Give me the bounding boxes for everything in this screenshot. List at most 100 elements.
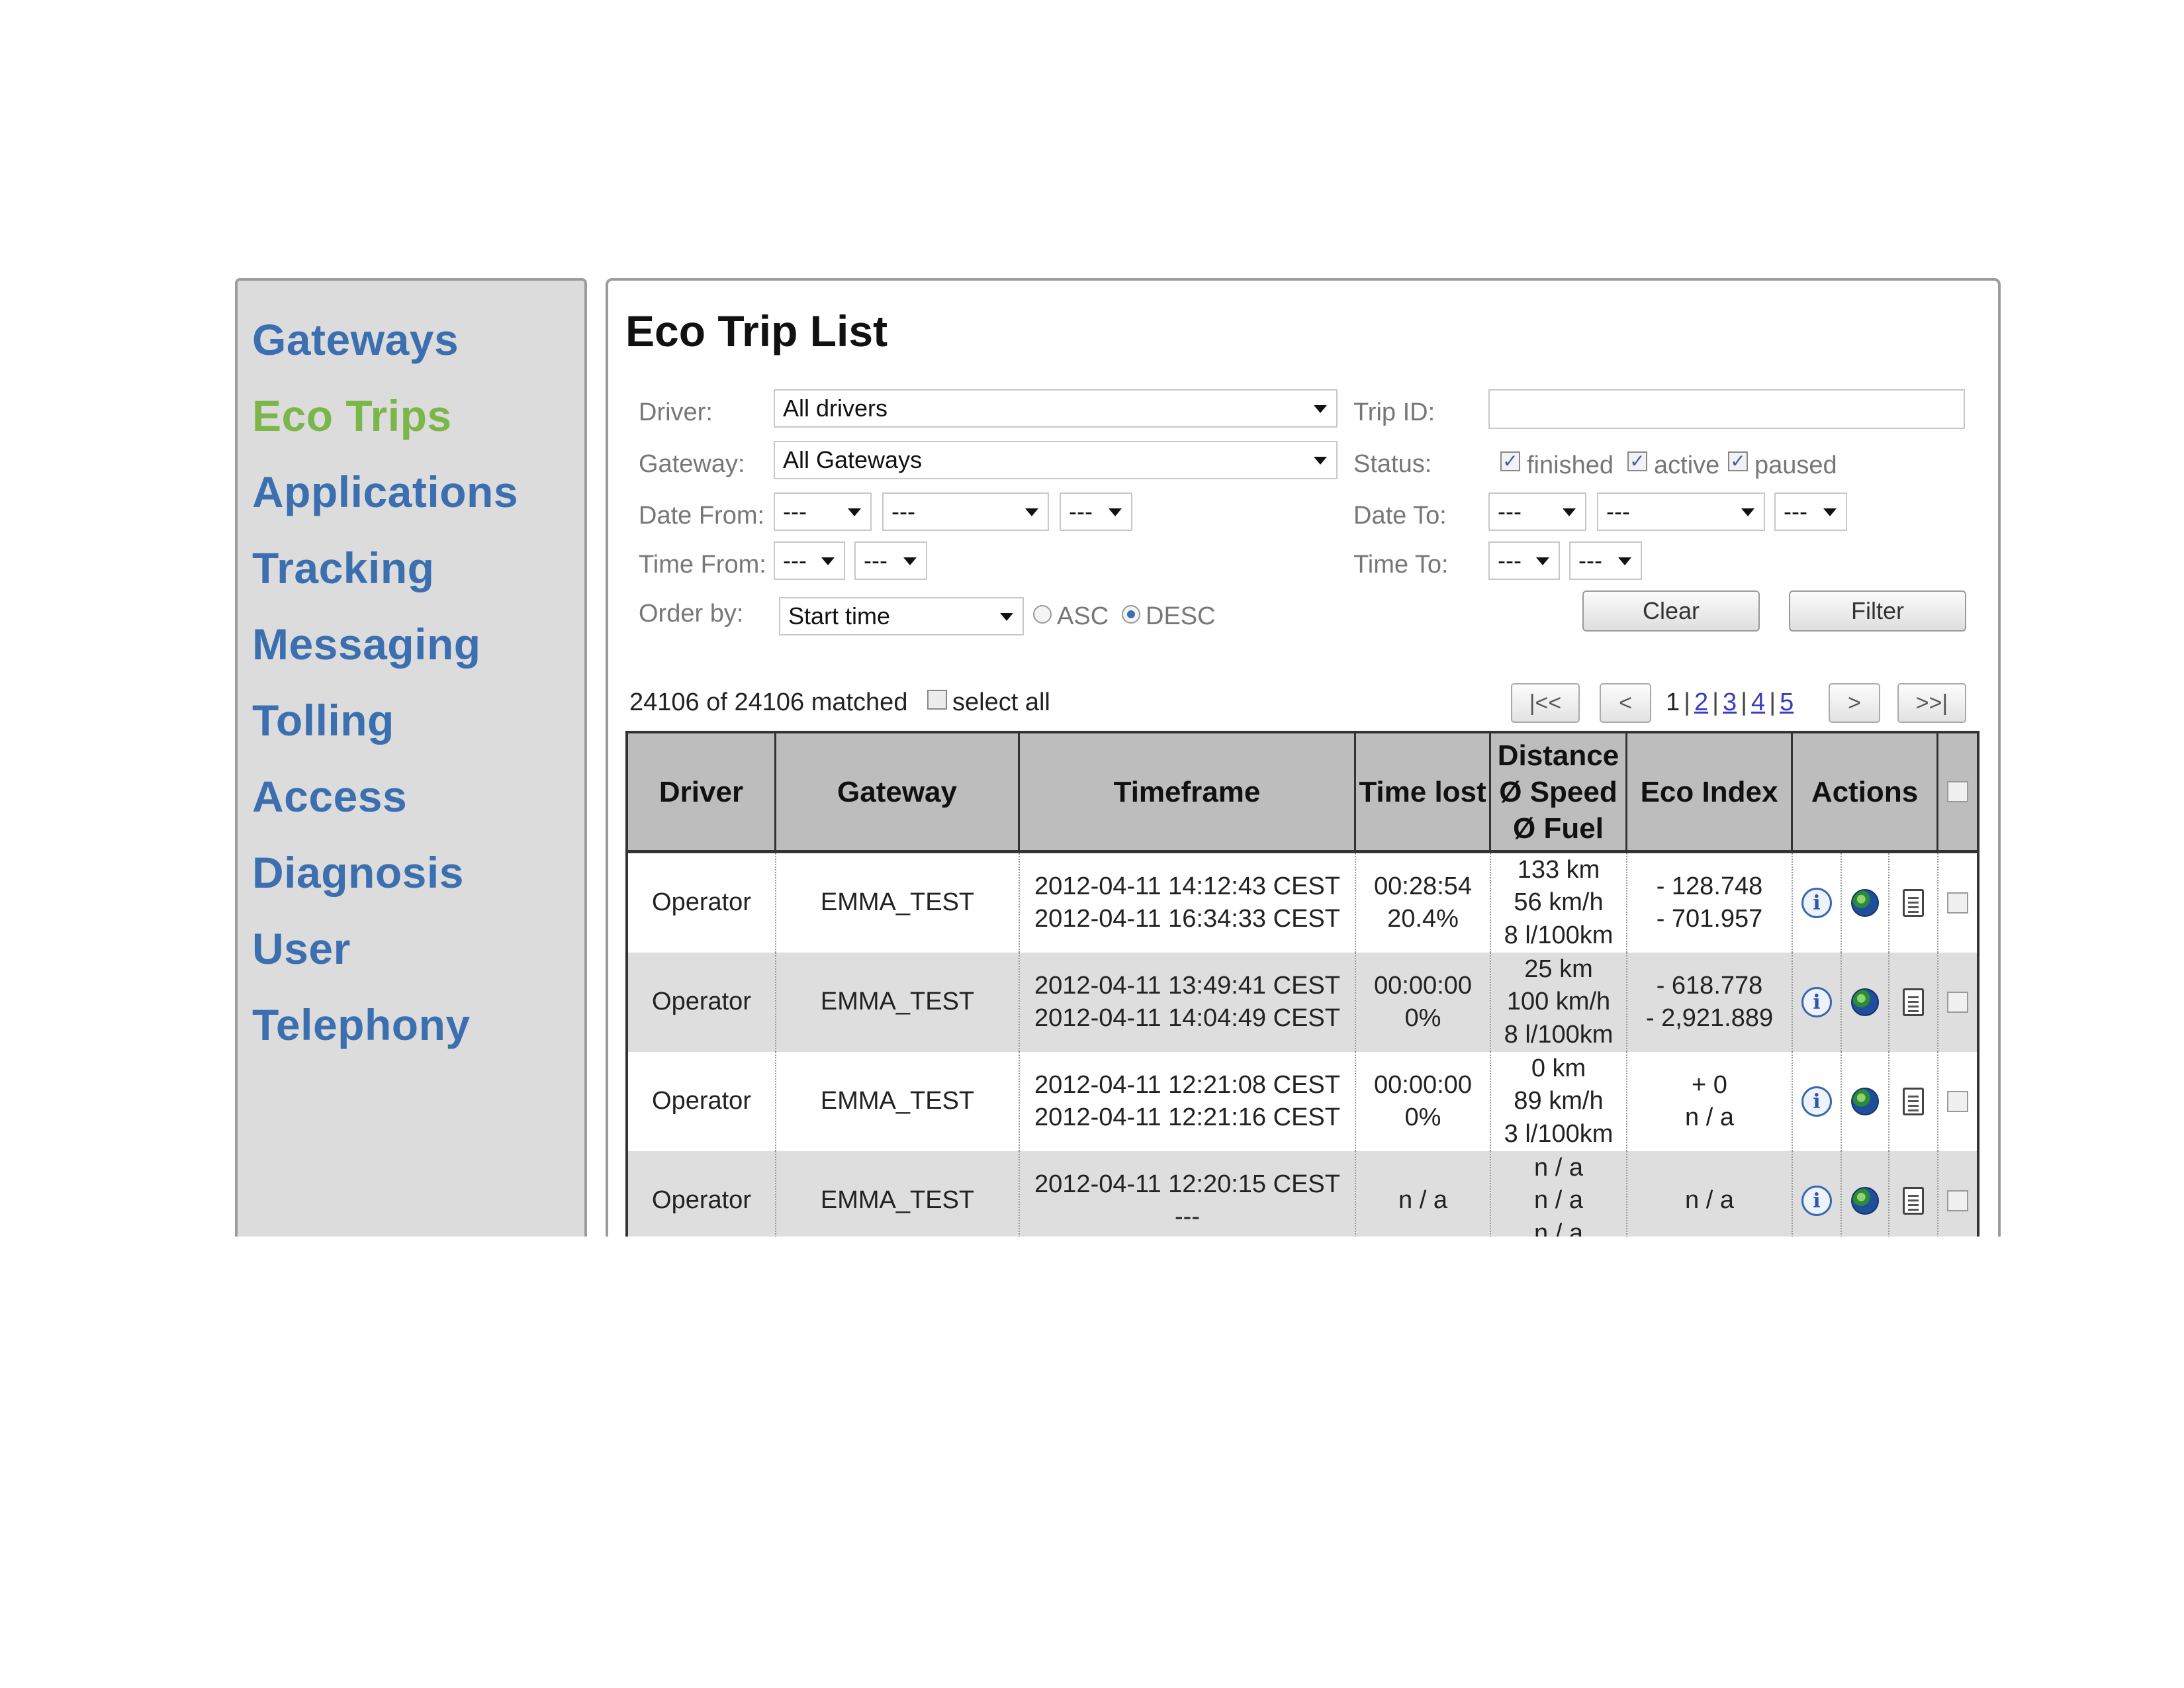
globe-icon[interactable]: [1851, 1088, 1879, 1115]
page-link-5[interactable]: 5: [1780, 688, 1794, 716]
nav-gateways[interactable]: Gateways: [252, 315, 459, 364]
info-icon[interactable]: i: [1801, 1086, 1832, 1117]
nav-user[interactable]: User: [252, 924, 351, 973]
info-icon[interactable]: i: [1801, 888, 1832, 918]
driver-select[interactable]: All drivers: [774, 389, 1338, 428]
chevron-down-icon: [1314, 405, 1327, 413]
col-actions: Actions: [1793, 733, 1938, 850]
clear-button[interactable]: Clear: [1582, 590, 1760, 632]
cell-eco-index: + 0 n / a: [1627, 1052, 1793, 1151]
cell-timeframe: 2012-04-11 12:21:08 CEST 2012-04-11 12:21…: [1020, 1052, 1356, 1151]
col-gateway[interactable]: Gateway: [776, 733, 1020, 850]
select-all-checkbox[interactable]: [927, 690, 947, 710]
eco-index-1: + 0: [1692, 1070, 1727, 1099]
cell-report: [1889, 953, 1938, 1052]
page-link-2[interactable]: 2: [1694, 688, 1709, 716]
next-page-button[interactable]: >: [1829, 683, 1880, 723]
end-time: 2012-04-11 16:34:33 CEST: [1034, 905, 1340, 933]
chevron-down-icon: [821, 557, 835, 565]
asc-radio[interactable]: [1033, 605, 1052, 624]
distance-value: 133 km: [1517, 855, 1600, 884]
row-select-checkbox[interactable]: [1947, 1190, 1968, 1211]
date-from-month-select[interactable]: ---: [882, 492, 1049, 531]
time-from-minute-value: ---: [864, 547, 887, 574]
globe-icon[interactable]: [1851, 988, 1879, 1016]
page-link-4[interactable]: 4: [1751, 688, 1766, 716]
speed-value: n / a: [1534, 1186, 1583, 1215]
date-from-year-select[interactable]: ---: [1060, 492, 1132, 531]
order-by-select[interactable]: Start time: [779, 597, 1024, 635]
table-row[interactable]: Operator EMMA_TEST 2012-04-11 12:21:08 C…: [628, 1052, 1977, 1151]
globe-icon[interactable]: [1851, 889, 1879, 917]
gateway-select[interactable]: All Gateways: [774, 441, 1338, 479]
row-select-checkbox[interactable]: [1947, 1091, 1968, 1112]
cell-select: [1938, 853, 1977, 953]
date-to-day-select[interactable]: ---: [1488, 492, 1586, 531]
date-to-month-value: ---: [1606, 498, 1630, 525]
date-to-month-select[interactable]: ---: [1597, 492, 1765, 531]
time-from-hour-select[interactable]: ---: [774, 541, 845, 580]
page-separator: |: [1769, 688, 1776, 716]
cell-distance: 133 km 56 km/h 8 l/100km: [1491, 853, 1627, 953]
page-separator: |: [1684, 688, 1691, 716]
nav-applications[interactable]: Applications: [252, 467, 519, 516]
chevron-down-icon: [848, 508, 861, 516]
filter-button[interactable]: Filter: [1789, 590, 1966, 632]
nav-tolling[interactable]: Tolling: [252, 696, 394, 745]
row-select-checkbox[interactable]: [1947, 892, 1968, 914]
gateway-text: EMMA_TEST: [820, 1186, 975, 1215]
eco-index-1: n / a: [1685, 1186, 1734, 1215]
document-icon[interactable]: [1903, 988, 1924, 1016]
date-from-day-select[interactable]: ---: [774, 492, 872, 531]
trip-id-input[interactable]: [1488, 389, 1965, 429]
col-driver[interactable]: Driver: [628, 733, 776, 850]
end-time: 2012-04-11 12:21:16 CEST: [1034, 1103, 1340, 1131]
col-time-lost[interactable]: Time lost: [1356, 733, 1491, 850]
table-row[interactable]: Operator EMMA_TEST 2012-04-11 12:20:15 C…: [628, 1151, 1977, 1237]
nav-tracking[interactable]: Tracking: [252, 543, 435, 592]
status-active-checkbox[interactable]: ✓: [1627, 451, 1647, 471]
table-row[interactable]: Operator EMMA_TEST 2012-04-11 14:12:43 C…: [628, 853, 1977, 953]
document-icon[interactable]: [1903, 889, 1924, 917]
cell-info: i: [1793, 1151, 1842, 1237]
date-to-year-value: ---: [1784, 498, 1807, 525]
col-distance[interactable]: Distance Ø Speed Ø Fuel: [1491, 733, 1627, 850]
globe-icon[interactable]: [1851, 1187, 1879, 1215]
status-paused-label: paused: [1754, 451, 1837, 479]
date-to-year-select[interactable]: ---: [1774, 492, 1847, 531]
distance-value: n / a: [1534, 1153, 1583, 1182]
status-finished-checkbox[interactable]: ✓: [1500, 451, 1520, 471]
time-from-minute-select[interactable]: ---: [854, 541, 927, 580]
header-select-checkbox[interactable]: [1947, 781, 1968, 802]
last-page-button[interactable]: >>|: [1897, 683, 1966, 723]
desc-radio[interactable]: [1122, 605, 1140, 624]
end-time: 2012-04-11 14:04:49 CEST: [1034, 1004, 1340, 1032]
fuel-value: 3 l/100km: [1504, 1119, 1614, 1148]
nav-eco-trips[interactable]: Eco Trips: [252, 391, 452, 440]
info-icon[interactable]: i: [1801, 987, 1832, 1017]
document-icon[interactable]: [1903, 1187, 1924, 1215]
time-lost-value: 00:00:00: [1374, 971, 1472, 1000]
status-label: Status:: [1353, 450, 1432, 478]
current-page: 1: [1666, 688, 1680, 716]
time-to-minute-select[interactable]: ---: [1569, 541, 1642, 580]
col-eco-index[interactable]: Eco Index: [1627, 733, 1793, 850]
cell-distance: 0 km 89 km/h 3 l/100km: [1491, 1052, 1627, 1151]
table-row[interactable]: Operator EMMA_TEST 2012-04-11 13:49:41 C…: [628, 953, 1977, 1052]
row-select-checkbox[interactable]: [1947, 992, 1968, 1013]
nav-telephony[interactable]: Telephony: [252, 1000, 471, 1049]
gateway-text: EMMA_TEST: [820, 888, 975, 917]
nav-access[interactable]: Access: [252, 772, 408, 821]
status-paused-checkbox[interactable]: ✓: [1728, 451, 1748, 471]
cell-select: [1938, 1151, 1977, 1237]
first-page-button[interactable]: |<<: [1511, 683, 1580, 723]
page-link-3[interactable]: 3: [1723, 688, 1737, 716]
nav-messaging[interactable]: Messaging: [252, 620, 481, 669]
document-icon[interactable]: [1903, 1088, 1924, 1115]
col-timeframe[interactable]: Timeframe: [1020, 733, 1356, 850]
info-icon[interactable]: i: [1801, 1186, 1832, 1216]
time-to-hour-select[interactable]: ---: [1488, 541, 1560, 580]
nav-diagnosis[interactable]: Diagnosis: [252, 848, 464, 897]
col-speed-line: Ø Speed: [1499, 775, 1617, 808]
prev-page-button[interactable]: <: [1600, 683, 1651, 723]
